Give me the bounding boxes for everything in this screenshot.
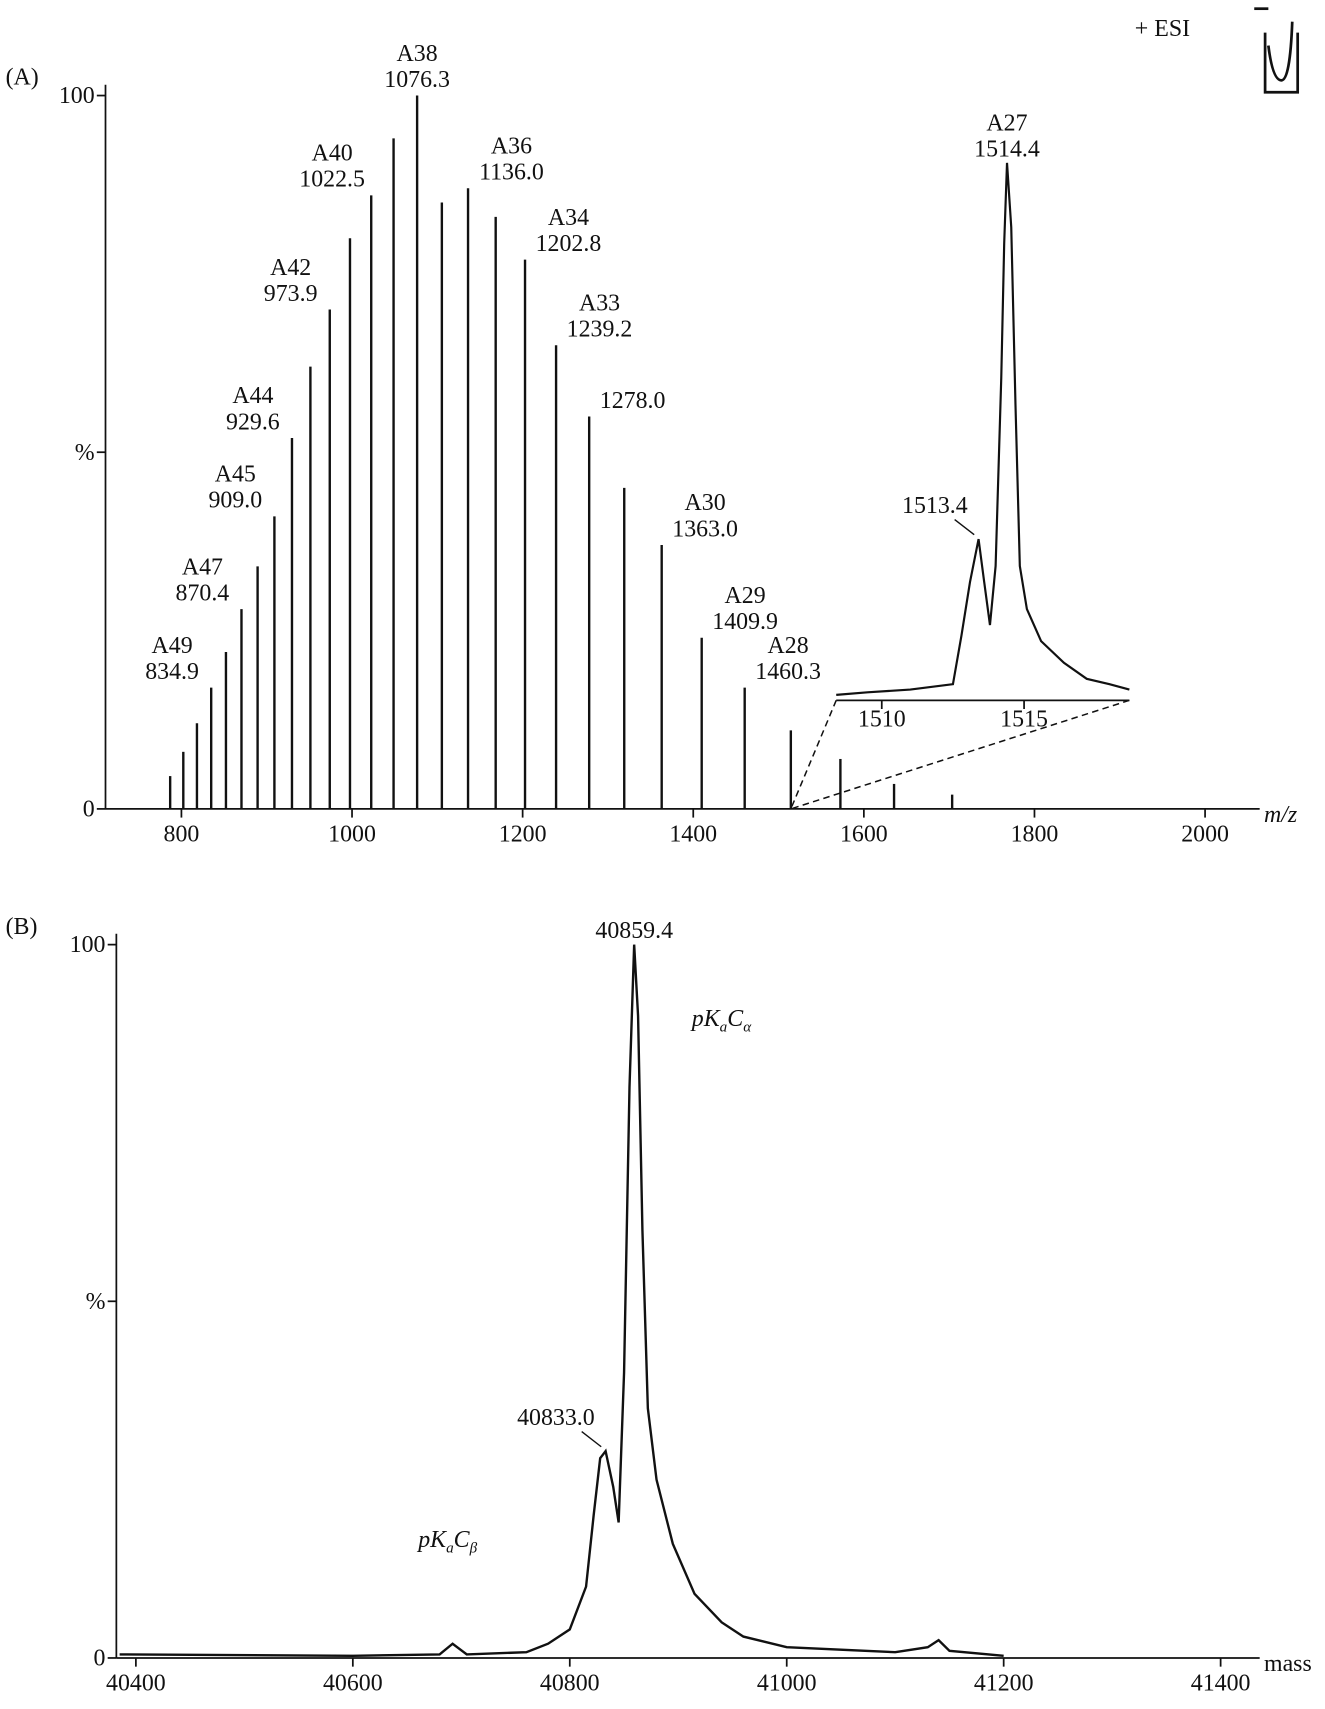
esi-icon xyxy=(1254,7,1300,94)
x-tick-label: 1200 xyxy=(499,821,547,847)
peak-label: 909.0 xyxy=(208,488,262,514)
peak-name: A36 xyxy=(491,134,532,160)
peak-label: 834.9 xyxy=(145,659,199,685)
peak-label: 973.9 xyxy=(264,281,318,307)
x-tick-label: 41400 xyxy=(1191,1671,1251,1697)
peak-name: A47 xyxy=(182,554,223,580)
peak-label: 929.6 xyxy=(226,409,280,435)
x-tick-label: 2000 xyxy=(1181,821,1229,847)
inset-tick-label: 1510 xyxy=(858,706,906,732)
peak-label: 1022.5 xyxy=(299,167,365,193)
peak-name: A27 xyxy=(986,110,1027,136)
peak-name: A42 xyxy=(270,255,311,281)
peak-label: 1076.3 xyxy=(384,67,450,93)
peak-name: A28 xyxy=(768,633,809,659)
x-tick-label: 1800 xyxy=(1011,821,1059,847)
peak-label: 40833.0 xyxy=(517,1405,595,1431)
leader-line xyxy=(954,518,975,536)
peak-label: 1460.3 xyxy=(755,659,821,685)
x-tick-label: 41200 xyxy=(974,1671,1034,1697)
peak-label: 1202.8 xyxy=(536,231,602,257)
species-part: α xyxy=(743,1018,752,1035)
x-tick-label: 40600 xyxy=(323,1671,383,1697)
peak-name: A29 xyxy=(725,583,766,609)
x-axis-label: mass xyxy=(1264,1651,1312,1677)
peak-name: A34 xyxy=(548,205,589,231)
x-tick-label: 41000 xyxy=(757,1671,817,1697)
leader-line xyxy=(581,1430,602,1448)
species-label: pKaCβ xyxy=(416,1527,477,1556)
peak-name: A38 xyxy=(397,41,438,67)
y-tick-label: 0 xyxy=(83,796,95,822)
inset-tick-label: 1515 xyxy=(1000,706,1048,732)
peak-label: 1409.9 xyxy=(712,609,778,635)
peak-label: 1136.0 xyxy=(479,160,544,186)
peak-label: 1513.4 xyxy=(902,493,968,519)
peak-name: A30 xyxy=(685,490,726,516)
species-label: pKaCα xyxy=(690,1006,752,1035)
ion-mode: + ESI xyxy=(1135,16,1190,42)
species-part: pK xyxy=(690,1006,721,1032)
x-tick-label: 1600 xyxy=(840,821,888,847)
species-part: a xyxy=(720,1018,728,1035)
peak-label: 1239.2 xyxy=(567,317,633,343)
peak-label: 870.4 xyxy=(176,580,230,606)
species-part: β xyxy=(469,1540,478,1557)
y-tick-label: % xyxy=(86,1289,106,1315)
peak-label: 40859.4 xyxy=(595,918,673,944)
x-tick-label: 800 xyxy=(164,821,200,847)
peak-label: 1514.4 xyxy=(974,136,1040,162)
peak-label: 1363.0 xyxy=(672,516,738,542)
species-part: C xyxy=(727,1006,744,1032)
panel-label: (B) xyxy=(6,914,38,940)
x-tick-label: 1400 xyxy=(669,821,717,847)
zoom-line xyxy=(790,699,1130,810)
x-tick-label: 40800 xyxy=(540,1671,600,1697)
x-tick-label: 40400 xyxy=(106,1671,166,1697)
peak-label: 1278.0 xyxy=(600,388,666,414)
y-tick-label: % xyxy=(75,440,95,466)
spectrum-line xyxy=(836,162,1130,696)
peak-name: A45 xyxy=(215,462,256,488)
y-tick-label: 100 xyxy=(59,83,95,109)
peak-name: A49 xyxy=(152,633,193,659)
peak-name: A33 xyxy=(579,290,620,316)
species-part: a xyxy=(446,1540,454,1557)
panel-label: (A) xyxy=(6,65,39,91)
y-tick-label: 100 xyxy=(70,932,106,958)
peak-name: A44 xyxy=(232,383,273,409)
zoom-line xyxy=(790,700,837,810)
species-part: C xyxy=(454,1527,471,1553)
peak-name: A40 xyxy=(312,141,353,167)
y-tick-label: 0 xyxy=(94,1646,106,1672)
x-tick-label: 1000 xyxy=(328,821,376,847)
spectrum-line xyxy=(119,944,1004,1657)
x-axis-label: m/z xyxy=(1264,802,1297,828)
species-part: pK xyxy=(416,1527,447,1553)
